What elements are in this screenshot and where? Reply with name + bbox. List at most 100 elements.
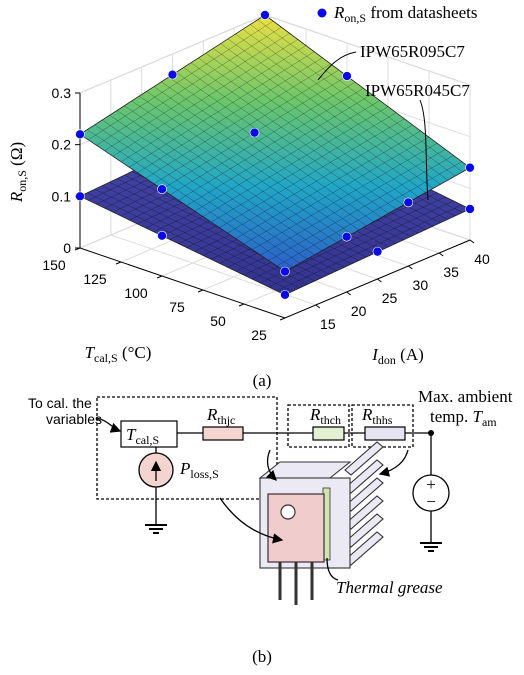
surface-mesh xyxy=(227,38,434,189)
surface-mesh xyxy=(268,200,454,288)
z-tick-label: 0.1 xyxy=(52,188,72,204)
surface-mesh xyxy=(235,130,421,239)
arrow xyxy=(378,449,409,477)
y-tick-label: 25 xyxy=(251,327,267,343)
surface-mesh xyxy=(260,196,446,284)
wire xyxy=(177,432,432,543)
surface-mesh xyxy=(168,76,374,222)
tick-mark xyxy=(315,304,321,309)
x-tick-label: 25 xyxy=(382,290,398,306)
arrow xyxy=(265,449,277,481)
surface-mesh xyxy=(257,19,463,173)
surface-mesh xyxy=(116,110,323,251)
z-axis-label: Ron,S (Ω) xyxy=(7,142,29,203)
datasheet-point xyxy=(372,246,383,257)
series-label: IPW65R095C7 xyxy=(360,42,465,61)
tick-mark xyxy=(238,303,245,307)
surface-mesh xyxy=(243,136,430,245)
x-tick-label: 30 xyxy=(413,277,429,293)
datasheet-point xyxy=(75,129,85,140)
legend-label: Ron,S from datasheets xyxy=(333,3,477,25)
y-axis-label-sub: cal,S xyxy=(94,351,118,365)
device-hole xyxy=(280,504,296,520)
legend-text: from datasheets xyxy=(370,3,477,22)
sink-box xyxy=(351,404,414,448)
caption: (a) xyxy=(253,371,272,390)
datasheet-point xyxy=(157,184,167,194)
y-axis-label: Tcal,S (°C) xyxy=(85,343,152,365)
surface-mesh xyxy=(242,29,448,181)
tcal-box xyxy=(120,420,178,448)
ground xyxy=(420,542,442,552)
datasheet-point xyxy=(75,191,85,202)
y-axis-label-unit: (°C) xyxy=(122,343,151,362)
tick-mark xyxy=(377,278,382,283)
surface-mesh xyxy=(211,112,397,223)
surface-mesh xyxy=(146,91,352,235)
note-arrow xyxy=(95,417,122,433)
tick-mark xyxy=(74,247,81,251)
ambient-line: temp. Tam xyxy=(430,407,497,429)
surface-mesh xyxy=(161,81,367,227)
surface-mesh xyxy=(252,142,438,250)
x-axis-label-unit: (A) xyxy=(400,345,424,364)
x-tick-label: 15 xyxy=(320,316,336,332)
junction-box xyxy=(96,396,278,500)
series-label: IPW65R045C7 xyxy=(365,81,470,100)
surface-mesh xyxy=(104,33,290,152)
surface-mesh xyxy=(153,86,360,231)
y-tick-label: 125 xyxy=(83,271,107,287)
surface-mesh xyxy=(202,106,389,217)
datasheet-point xyxy=(465,162,475,173)
legend-marker xyxy=(317,8,327,18)
legend-symbol: R xyxy=(333,3,345,22)
surface-mesh xyxy=(145,63,331,179)
grease-label: Thermal grease xyxy=(336,578,443,597)
surface-mesh xyxy=(186,94,372,206)
surface-mesh xyxy=(183,67,389,214)
surface-mesh xyxy=(96,26,282,146)
note-line: variables xyxy=(46,411,102,427)
datasheet-point xyxy=(249,127,260,138)
datasheet-point xyxy=(342,71,352,81)
surface-mesh xyxy=(102,119,308,260)
surface-mesh xyxy=(109,114,315,256)
surface-mesh xyxy=(176,72,382,218)
label-leader xyxy=(419,99,429,201)
x-axis-label-sub: don xyxy=(378,353,396,367)
surface-mesh xyxy=(213,48,419,197)
datasheet-point xyxy=(167,69,178,80)
surface-mesh xyxy=(260,149,446,256)
tick-mark xyxy=(346,291,351,296)
tick-mark xyxy=(115,261,122,265)
caption: (b) xyxy=(252,647,272,666)
ploss-label: Ploss,S xyxy=(179,459,219,481)
grease-leader xyxy=(326,557,339,581)
surface-mesh xyxy=(129,51,315,168)
surface-mesh xyxy=(190,62,397,210)
surface-mesh xyxy=(178,88,364,201)
datasheet-point xyxy=(157,230,167,241)
node xyxy=(428,430,434,436)
device xyxy=(267,493,325,563)
surface-mesh xyxy=(131,100,337,243)
surface-mesh xyxy=(220,43,426,193)
z-tick-label: 0.2 xyxy=(52,137,72,153)
surface-mesh xyxy=(124,105,330,247)
surface-mesh xyxy=(268,155,454,261)
surface-mesh xyxy=(170,81,356,195)
surface-mesh xyxy=(87,192,293,292)
ambient-line: Max. ambient xyxy=(418,387,513,406)
surface-mesh xyxy=(120,45,307,163)
x-axis-label: Idon (A) xyxy=(371,345,424,367)
surface-mesh xyxy=(94,124,300,264)
thermal-circuit: To cal. the variables Tcal,S Rthjc Rthch… xyxy=(28,387,513,666)
tick-mark xyxy=(279,317,286,321)
surface-mesh xyxy=(139,95,345,239)
surface-mesh xyxy=(112,39,298,157)
rthch-label: Rthch xyxy=(309,405,341,427)
y-tick-label: 100 xyxy=(124,285,148,301)
surface-mesh xyxy=(250,24,456,177)
surface-mesh xyxy=(94,189,300,289)
